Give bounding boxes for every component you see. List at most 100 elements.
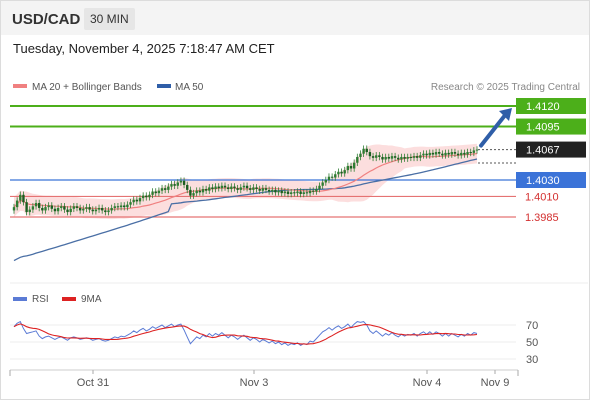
candle-body <box>381 156 384 160</box>
candle-body <box>179 180 183 183</box>
candle-body <box>211 187 214 190</box>
candle-body <box>22 194 25 203</box>
candle-body <box>220 185 224 189</box>
candle-body <box>37 203 41 208</box>
candle-body <box>378 155 381 157</box>
candle-body <box>60 206 63 208</box>
candle-body <box>450 152 454 155</box>
ma50-legend-label: MA 50 <box>175 82 204 93</box>
candle-body <box>258 189 261 191</box>
candle-body <box>349 166 353 169</box>
candle-body <box>242 185 246 188</box>
candle-body <box>274 189 277 193</box>
candle-body <box>91 209 94 212</box>
candle-body <box>352 162 356 169</box>
candle-body <box>173 184 176 186</box>
candle-body <box>167 186 170 190</box>
candle-body <box>63 206 66 210</box>
candle-body <box>337 171 340 175</box>
x-tick-label: Nov 4 <box>413 377 442 389</box>
candle-body <box>204 189 208 191</box>
candle-body <box>123 205 126 208</box>
candle-body <box>226 187 230 190</box>
candle-body <box>384 156 387 160</box>
candle-body <box>371 156 375 158</box>
candle-body <box>176 182 179 186</box>
candle-body <box>129 202 132 205</box>
candle-body <box>78 207 82 211</box>
candle-body <box>315 189 318 192</box>
candle-body <box>41 207 44 211</box>
candle-body <box>422 153 425 156</box>
candle-body <box>69 208 72 213</box>
candle-body <box>151 191 154 195</box>
forecast-arrow-shaft <box>479 112 508 148</box>
candle-body <box>356 156 359 163</box>
timeframe-button[interactable]: 30 MIN <box>84 8 135 30</box>
candle-body <box>321 182 324 186</box>
candle-body <box>308 190 312 194</box>
candle-body <box>283 191 287 194</box>
candle-body <box>141 195 145 199</box>
candle-body <box>447 152 450 155</box>
candle-body <box>135 199 139 202</box>
candle-body <box>148 194 151 198</box>
candle-body <box>157 190 161 194</box>
candle-body <box>249 188 252 190</box>
ma50-line <box>13 158 478 262</box>
candle-body <box>406 156 409 159</box>
candle-body <box>409 156 413 158</box>
candle-body <box>195 190 198 194</box>
level-label-resistance: 1.4120 <box>526 101 560 113</box>
candle-body <box>53 208 57 212</box>
level-label-support: 1.3985 <box>525 212 559 224</box>
candle-body <box>365 148 368 153</box>
candle-body <box>116 206 120 208</box>
candle-body <box>286 191 290 194</box>
ma20-legend-swatch <box>13 84 27 88</box>
candle-body <box>261 188 265 191</box>
candle-body <box>239 187 242 190</box>
candle-body <box>217 186 220 189</box>
candle-body <box>293 192 296 194</box>
candle-body <box>324 180 328 183</box>
candle-body <box>72 206 76 209</box>
candle-body <box>163 188 167 190</box>
candle-body <box>25 202 28 213</box>
candle-body <box>192 193 195 196</box>
candle-body <box>66 209 69 213</box>
level-box-pivot <box>516 172 586 188</box>
candle-body <box>330 176 334 178</box>
candle-body <box>189 189 192 196</box>
candle-body <box>362 148 365 154</box>
candle-body <box>236 188 239 190</box>
candle-body <box>327 176 331 180</box>
rsi-tick-label: 50 <box>526 337 538 349</box>
level-box-resistance <box>516 118 586 135</box>
x-tick-label: Nov 9 <box>481 377 510 389</box>
candle-body <box>214 186 217 190</box>
candle-body <box>434 152 438 155</box>
candle-body <box>277 190 280 193</box>
candle-body <box>154 191 157 194</box>
level-label-pivot: 1.4030 <box>526 175 560 187</box>
rsi-tick-label: 70 <box>526 320 538 332</box>
current-price-label: 1.4067 <box>526 145 560 157</box>
candle-body <box>431 152 435 155</box>
level-label-support: 1.4010 <box>525 191 559 203</box>
current-price-box <box>516 141 586 158</box>
x-axis: Oct 31 Nov 3 Nov 4 Nov 9 <box>9 370 519 389</box>
rsi-ma-legend-swatch <box>62 297 76 301</box>
candle-body <box>334 174 337 178</box>
rsi-ma-line <box>13 323 478 345</box>
x-tick-label: Oct 31 <box>77 377 109 389</box>
candle-body <box>31 206 35 210</box>
candle-body <box>375 155 378 158</box>
candle-body <box>198 190 202 193</box>
candle-body <box>223 185 227 188</box>
candle-body <box>296 191 299 194</box>
candle-body <box>456 153 460 156</box>
candle-body <box>415 156 419 158</box>
candle-body <box>280 190 283 194</box>
candle-body <box>170 184 173 187</box>
